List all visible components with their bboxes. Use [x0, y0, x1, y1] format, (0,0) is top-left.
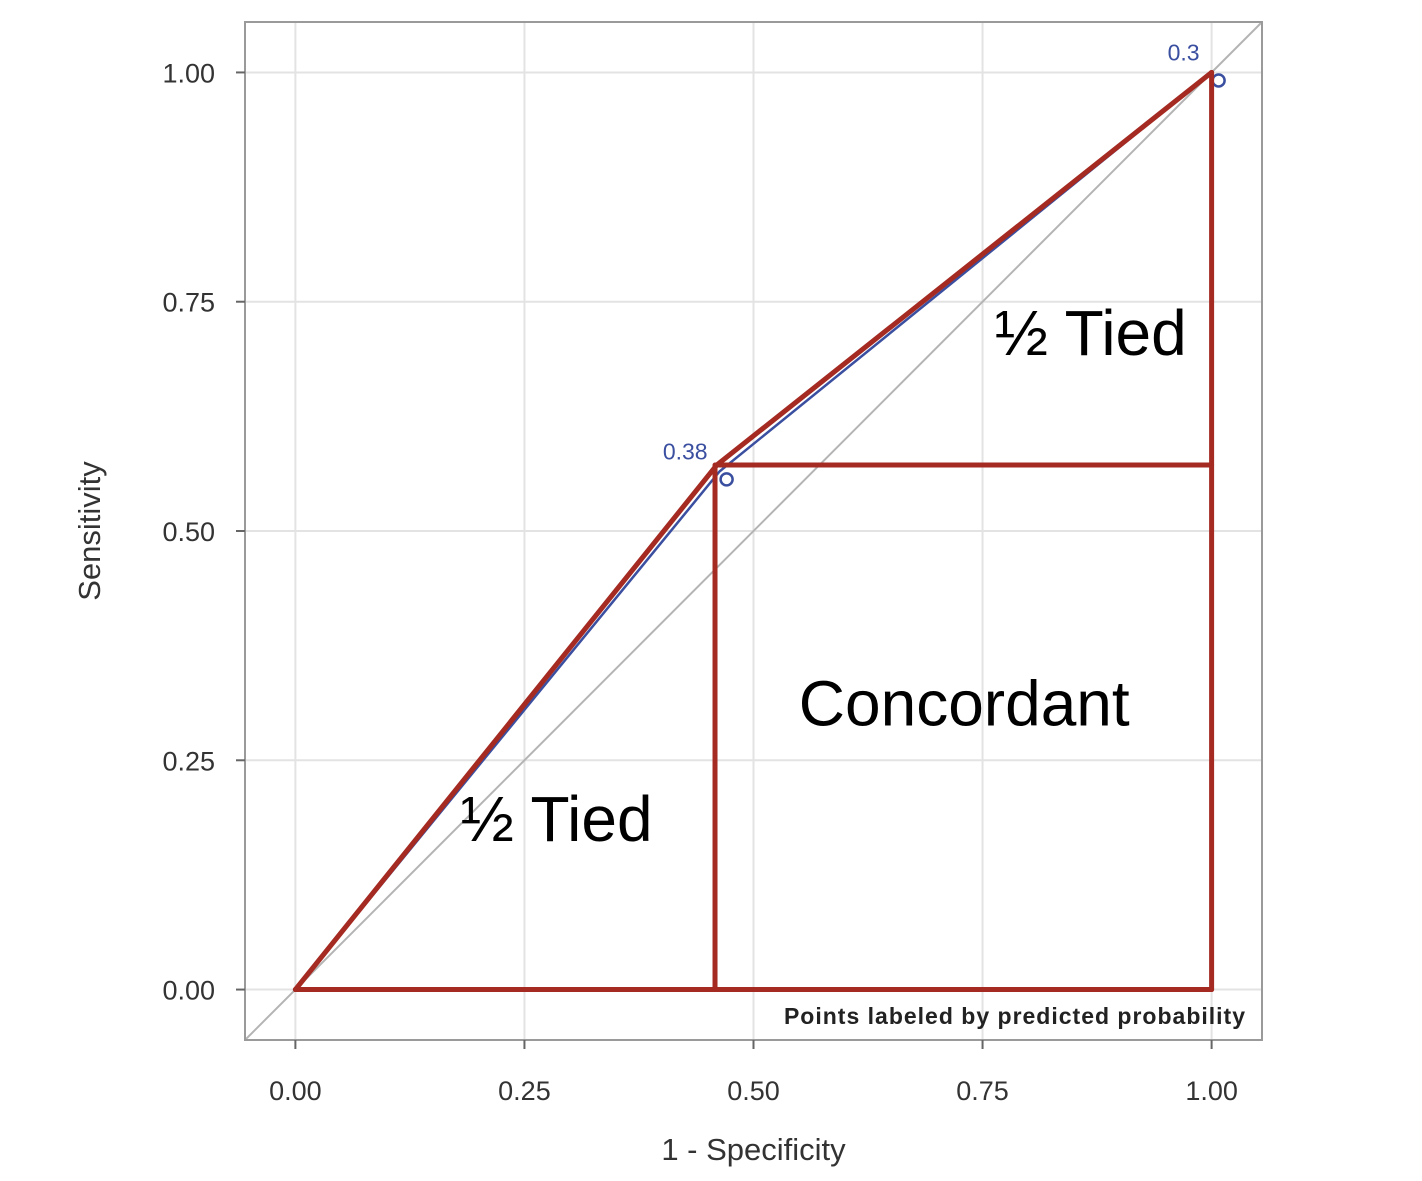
x-tick-label: 1.00	[1185, 1076, 1238, 1106]
x-tick-label: 0.25	[498, 1076, 551, 1106]
region-label: ½ Tied	[995, 297, 1187, 369]
point-label: 0.38	[663, 438, 708, 464]
region-label: ½ Tied	[460, 783, 652, 855]
footnote: Points labeled by predicted probability	[784, 1003, 1246, 1029]
y-axis-title: Sensitivity	[72, 461, 107, 601]
roc-series: 0.38 0.3	[294, 39, 1226, 991]
axes: 0.00 0.25 0.50 0.75 1.00 0.00 0.25 0.50 0.75 1.00…	[72, 58, 1238, 1167]
y-tick-label: 0.25	[162, 746, 215, 776]
y-tick-label: 0.75	[162, 288, 215, 318]
x-tick-label: 0.00	[269, 1076, 322, 1106]
annotation-overlay	[292, 69, 1215, 993]
point-label: 0.3	[1168, 39, 1200, 65]
y-tick-label: 1.00	[162, 58, 215, 88]
y-tick-label: 0.00	[162, 976, 215, 1006]
annotations: ½ Tied Concordant ½ Tied Points labeled by …	[460, 297, 1246, 1029]
region-label: Concordant	[799, 667, 1130, 739]
x-tick-label: 0.75	[956, 1076, 1009, 1106]
reference-diagonal-line	[244, 21, 1263, 1041]
overlay-segment	[714, 69, 1215, 468]
y-tick-label: 0.50	[162, 517, 215, 547]
overlay-segment	[292, 462, 720, 993]
x-axis-title: 1 - Specificity	[661, 1132, 846, 1167]
x-tick-label: 0.50	[727, 1076, 780, 1106]
roc-point-marker	[719, 472, 734, 487]
roc-point-marker	[1211, 73, 1226, 88]
reference-diagonal	[244, 21, 1263, 1041]
